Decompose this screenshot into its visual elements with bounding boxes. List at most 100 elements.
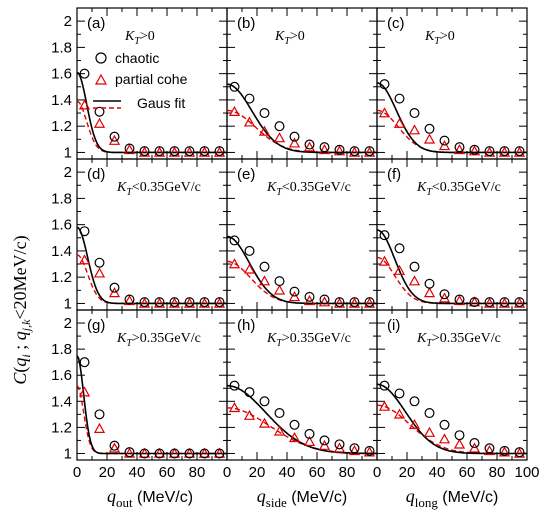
chaotic-point	[214, 297, 225, 308]
chaotic-point	[154, 297, 165, 308]
chaotic-point	[394, 388, 405, 399]
x-tick-label: 60	[459, 464, 476, 481]
panel-b: (b) KT>0	[226, 7, 378, 160]
chaotic-point	[394, 243, 405, 254]
partial-coherent-point	[288, 431, 301, 443]
chaotic-point	[124, 143, 135, 154]
panel-e: (e) KT<0.35GeV/c	[226, 158, 378, 311]
partial-coherent-point	[168, 447, 181, 458]
partial-coherent-point	[378, 400, 391, 411]
chaotic-point	[169, 448, 180, 459]
chaotic-point	[79, 68, 90, 79]
kt-cut-label: KT>0.35GeV/c	[266, 331, 351, 349]
partial-coherent-point	[258, 275, 271, 286]
chaotic-point	[439, 135, 450, 146]
partial-coherent-point	[393, 117, 406, 128]
chaotic-point	[229, 81, 240, 92]
partial-coherent-point	[483, 445, 496, 456]
y-tick-label: 2	[64, 164, 72, 181]
panel-g: 11.21.41.61.820 20 40 60 80(g)KT>0.35GeV/c	[51, 309, 228, 481]
partial-coherent-point	[453, 143, 466, 155]
partial-coherent-point	[288, 137, 301, 148]
legend-fit-label: Gaus fit	[137, 95, 185, 111]
chaotic-point	[304, 428, 315, 439]
chaotic-point	[454, 294, 465, 305]
panel-d: 1 1.2 1.4 1.6 1.8 2 (d) KT<0.35GeV/c	[51, 158, 228, 312]
chaotic-point	[394, 93, 405, 104]
chaotic-point	[274, 408, 285, 419]
chaotic-point	[154, 448, 165, 459]
chaotic-point	[94, 409, 105, 420]
panel-a: 1 1.2 1.4 1.6 1.8 2 (a) KT>0	[51, 7, 228, 161]
panel-label: (d)	[87, 166, 105, 183]
x-tick-label: 40	[129, 464, 146, 481]
chaotic-point	[514, 447, 525, 458]
gaus-fit-partial	[76, 385, 227, 455]
x-tick-label: 20	[249, 464, 266, 481]
chaotic-point	[169, 146, 180, 157]
partial-coherent-point	[453, 438, 466, 449]
partial-coherent-point	[243, 263, 256, 274]
gaus-fit-chaotic	[227, 384, 377, 455]
x-tick-label: 80	[189, 464, 206, 481]
kt-cut-label: KT>0.35GeV/c	[416, 331, 501, 349]
kt-cut-label: KT>0.35GeV/c	[116, 331, 201, 349]
y-tick-label: 1.4	[51, 243, 72, 260]
gaus-fit-partial	[376, 256, 527, 305]
partial-coherent-point	[438, 140, 451, 151]
panel-label: (e)	[237, 166, 255, 183]
chaotic-point	[109, 131, 120, 142]
x-tick-label: 100	[514, 464, 539, 481]
chaotic-point	[349, 297, 360, 308]
x-tick-label: 60	[159, 464, 176, 481]
partial-coherent-point	[153, 447, 166, 458]
x-tick-label: 20	[399, 464, 416, 481]
chaotic-point	[289, 286, 300, 297]
partial-coherent-point	[108, 287, 121, 298]
chaotic-point	[454, 430, 465, 441]
partial-coherent-point	[378, 107, 391, 118]
kt-cut-label: KT>0	[124, 29, 155, 47]
x-tick-label: 40	[429, 464, 446, 481]
chaotic-point	[169, 297, 180, 308]
partial-coherent-point	[438, 433, 451, 444]
panel-label: (f)	[387, 166, 401, 183]
chaotic-point	[199, 146, 210, 157]
chaotic-point	[319, 294, 330, 305]
partial-coherent-point	[138, 447, 151, 458]
chaotic-point	[364, 146, 375, 157]
chaotic-point	[484, 146, 495, 157]
y-tick-label: 1	[64, 445, 72, 462]
chaotic-point	[199, 297, 210, 308]
panel-f: (f) KT<0.35GeV/c	[376, 158, 528, 311]
chaotic-point	[139, 146, 150, 157]
partial-coherent-point	[198, 447, 211, 458]
legend-partial-label: partial cohe	[115, 71, 188, 87]
chaotic-point	[469, 144, 480, 155]
chaotic-point	[154, 146, 165, 157]
chaotic-point	[244, 245, 255, 256]
x-tick-label: 0	[373, 464, 381, 481]
partial-coherent-point	[303, 141, 316, 152]
x-axis-title-side: qside (MeV/c)	[257, 486, 347, 510]
chaotic-point	[514, 297, 525, 308]
chaotic-point	[319, 142, 330, 153]
partial-coherent-point	[273, 425, 286, 436]
y-tick-label: 1.2	[51, 269, 72, 286]
y-tick-label: 1.8	[51, 39, 72, 56]
y-tick-label: 1	[64, 144, 72, 161]
y-tick-label: 1.8	[51, 341, 72, 358]
y-tick-label: 1.4	[51, 92, 72, 109]
gaus-fit-chaotic	[76, 355, 227, 455]
chaotic-point	[499, 146, 510, 157]
chaotic-point	[289, 131, 300, 142]
x-tick-label: 80	[489, 464, 506, 481]
x-tick-label: 0	[223, 464, 231, 481]
chaotic-point	[244, 93, 255, 104]
chaotic-point	[514, 146, 525, 157]
chaotic-point	[334, 297, 345, 308]
chaotic-point	[304, 139, 315, 150]
chaotic-point	[349, 146, 360, 157]
x-axis-title-long: qlong (MeV/c)	[406, 486, 499, 510]
